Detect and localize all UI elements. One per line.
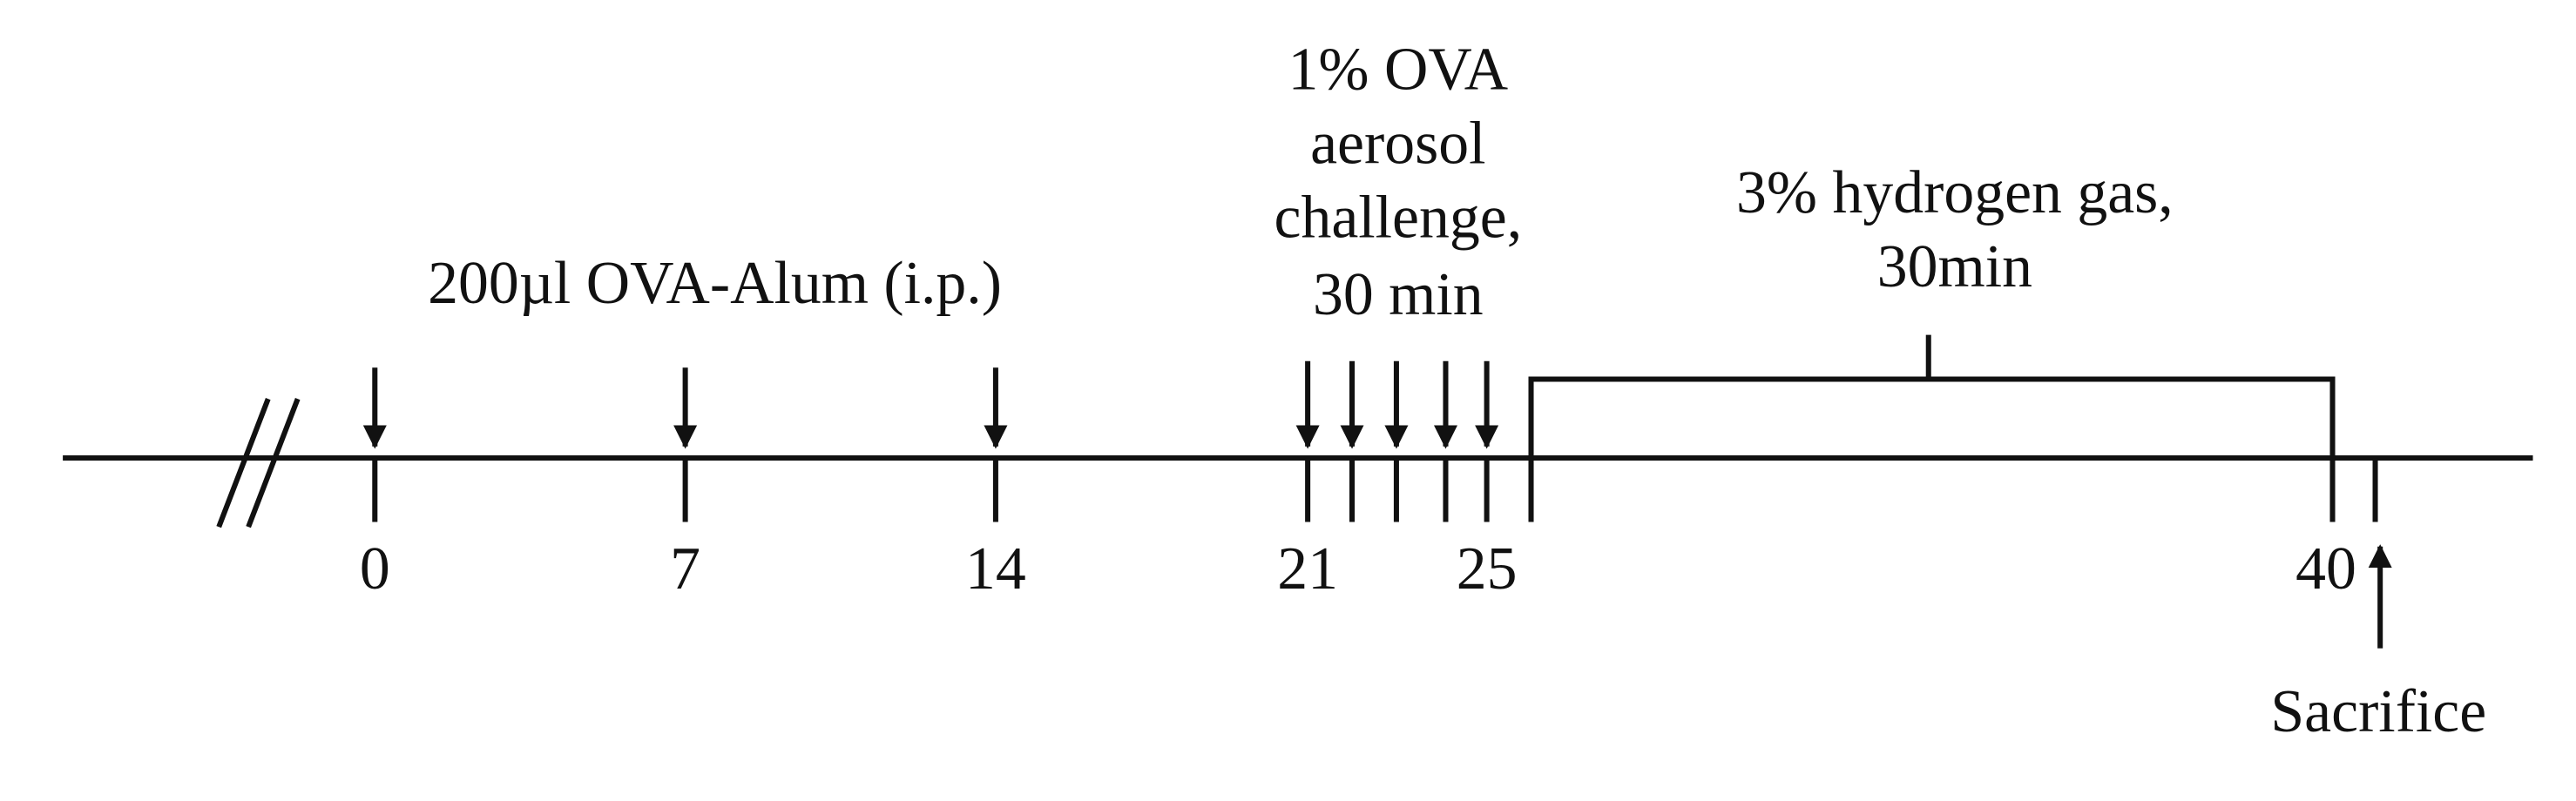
- break-mark: [246, 398, 301, 528]
- injection-arrows: [362, 367, 1008, 449]
- injection-label: 200µl OVA-Alum (i.p.): [428, 250, 1002, 317]
- day-label: 0: [360, 535, 390, 602]
- day-label: 21: [1277, 535, 1338, 602]
- challenge-label: challenge,: [1274, 184, 1522, 251]
- challenge-arrows: [1295, 360, 1499, 449]
- treatment-label: 3% hydrogen gas,: [1736, 159, 2174, 226]
- endpoint-label: Sacrifice: [2270, 678, 2486, 745]
- day-label: 14: [965, 535, 1026, 602]
- challenge-label: 30 min: [1313, 261, 1484, 328]
- day-label: 40: [2295, 535, 2356, 602]
- day-label: 25: [1457, 535, 1518, 602]
- challenge-label: aerosol: [1310, 111, 1485, 178]
- challenge-label: 1% OVA: [1288, 37, 1509, 104]
- treatment-bracket: [1528, 334, 2336, 458]
- timeline: [63, 398, 2533, 528]
- treatment-label: 30min: [1877, 233, 2032, 300]
- day-label: 7: [670, 535, 700, 602]
- break-mark: [216, 398, 271, 528]
